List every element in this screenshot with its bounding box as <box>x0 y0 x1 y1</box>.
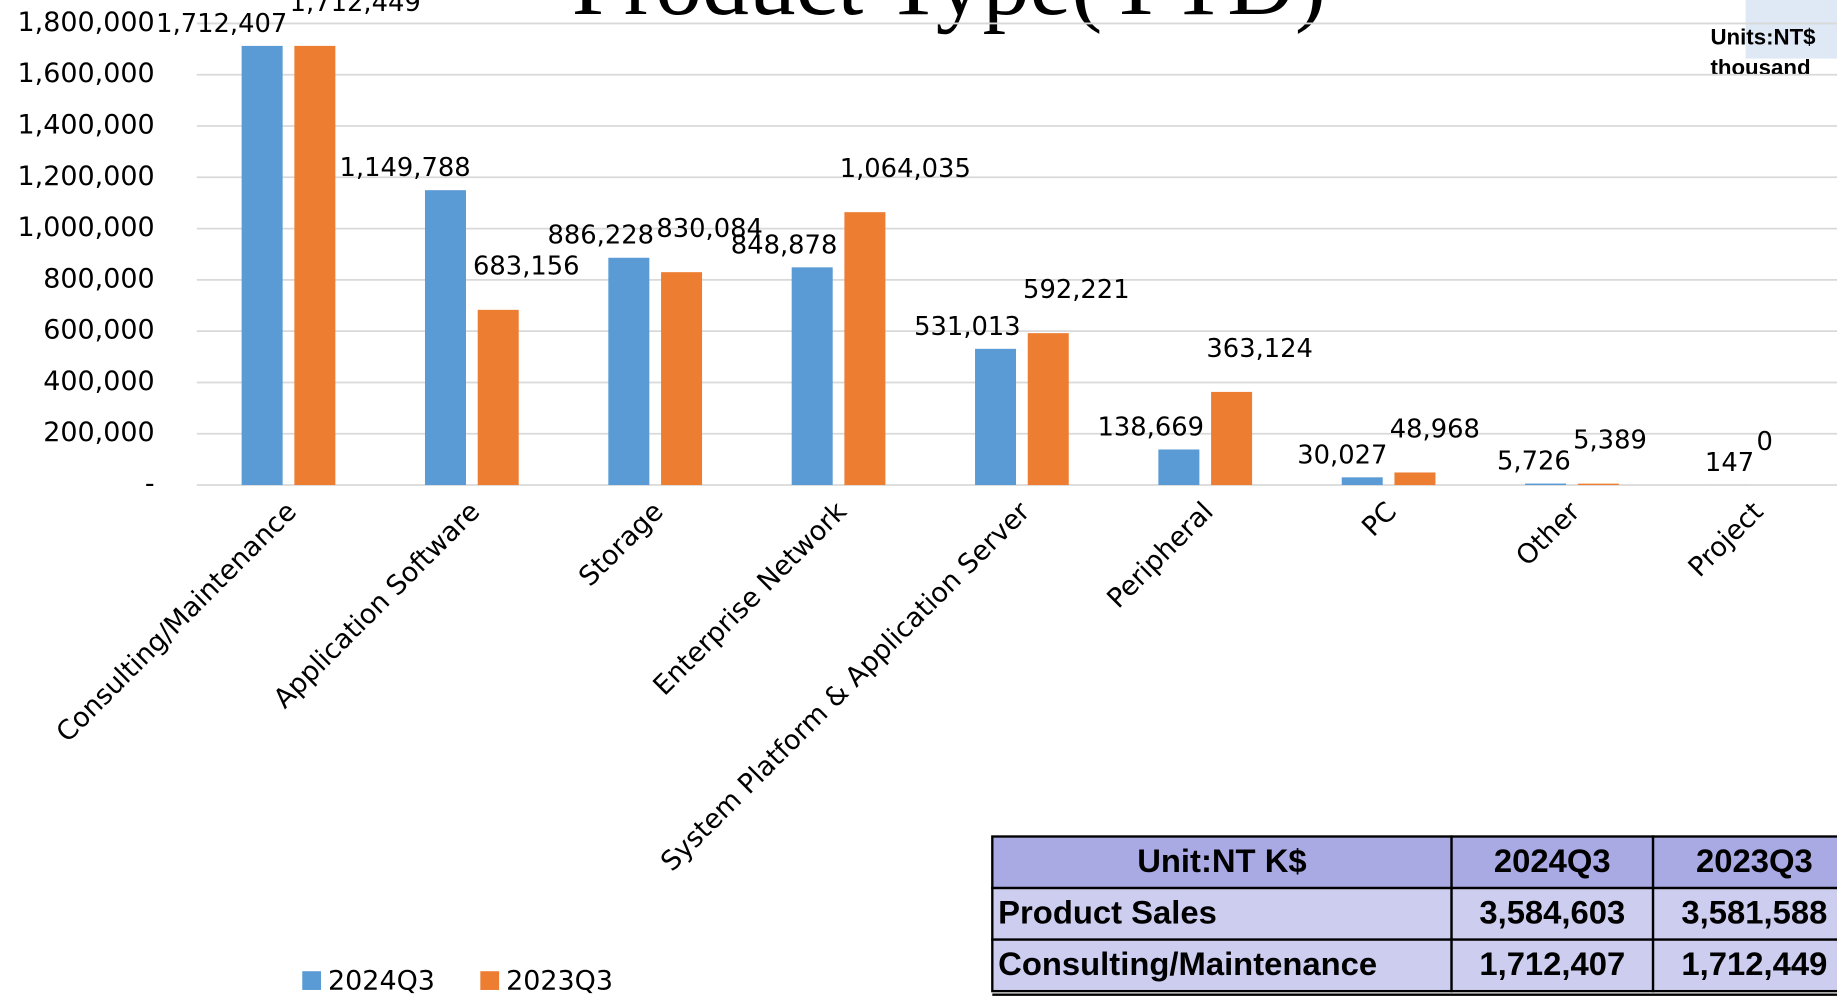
x-tick-label: Application Software <box>268 496 486 714</box>
x-tick-label: Peripheral <box>1101 496 1219 614</box>
bar <box>661 272 703 486</box>
table-text: 1,712,407 <box>1479 945 1625 982</box>
data-label: 363,124 <box>1206 334 1313 364</box>
data-label: 1,064,035 <box>840 154 971 184</box>
legend-swatch <box>302 971 322 990</box>
y-tick-label: 1,800,000 <box>18 7 155 38</box>
bar <box>608 257 650 486</box>
y-tick-label: - <box>145 469 155 500</box>
data-label: 592,221 <box>1023 275 1130 305</box>
data-label: 48,968 <box>1390 414 1480 444</box>
bar <box>1341 477 1383 486</box>
data-label: 30,027 <box>1297 440 1387 470</box>
x-tick-label: Other <box>1510 496 1587 573</box>
data-label: 531,013 <box>914 312 1021 342</box>
data-label: 0 <box>1756 427 1772 457</box>
decoration <box>1745 0 1837 59</box>
units-line: Units:NT$ <box>1710 25 1816 50</box>
y-tick-label: 600,000 <box>43 315 154 346</box>
data-label: 886,228 <box>547 221 654 251</box>
table-cell <box>1651 886 1837 941</box>
bar <box>791 267 833 486</box>
data-label: 1,712,449 <box>290 0 421 18</box>
bar <box>1211 391 1253 486</box>
y-tick-label: 400,000 <box>43 366 154 397</box>
table-text: 1,712,449 <box>1681 945 1827 982</box>
slide-title: Product Type(YTD) <box>572 0 1326 35</box>
x-tick-label: Project <box>1683 496 1770 583</box>
units-line: thousand <box>1710 55 1810 80</box>
table-cell <box>1651 938 1837 993</box>
legend-swatch <box>480 971 500 990</box>
table-text: 3,581,588 <box>1681 894 1827 931</box>
legend-label: 2023Q3 <box>506 965 613 996</box>
bar <box>294 45 336 486</box>
table-text: 2023Q3 <box>1696 842 1813 879</box>
table-text: Product Sales <box>998 894 1217 931</box>
bar <box>844 212 886 486</box>
y-tick-label: 1,000,000 <box>18 212 155 243</box>
bar <box>477 309 519 486</box>
table: Unit:NT K$ 2024Q3 2023Q3 Product Sales 3,584… <box>991 835 1837 996</box>
bar <box>1577 483 1619 486</box>
table-text: Consulting/Maintenance <box>998 945 1377 982</box>
data-label: 1,149,788 <box>340 153 471 183</box>
data-label: 5,389 <box>1573 425 1647 455</box>
data-label: 848,878 <box>731 230 838 260</box>
bar <box>424 190 466 486</box>
data-label: 1,712,407 <box>156 9 287 39</box>
x-tick-label: Storage <box>573 496 669 592</box>
table-cell <box>991 886 1453 941</box>
x-tick-label: Enterprise Network <box>647 496 853 702</box>
bar <box>1525 483 1567 486</box>
legend-label: 2024Q3 <box>328 965 435 996</box>
units-label: Units:NT$ thousand <box>1710 25 1816 80</box>
y-tick-label: 1,600,000 <box>18 58 155 89</box>
y-tick-label: 200,000 <box>43 417 154 448</box>
bar <box>241 45 283 486</box>
x-tick-label: System Platform & Application Server <box>655 496 1037 878</box>
x-tick-label: PC <box>1356 496 1403 543</box>
data-label: 147 <box>1705 448 1754 478</box>
bar <box>1027 333 1069 486</box>
bar <box>1394 472 1436 486</box>
table-text: 3,584,603 <box>1479 894 1625 931</box>
table-text: Unit:NT K$ <box>1137 842 1306 879</box>
y-tick-label: 800,000 <box>43 263 154 294</box>
data-label: 138,669 <box>1098 412 1205 442</box>
bar <box>1158 449 1200 486</box>
data-label: 5,726 <box>1497 447 1571 477</box>
data-label: 683,156 <box>473 252 580 282</box>
data-label: 830,084 <box>656 214 763 244</box>
bar <box>975 348 1017 486</box>
y-tick-label: 1,200,000 <box>18 161 155 192</box>
y-tick-label: 1,400,000 <box>18 110 155 141</box>
table-text: 2024Q3 <box>1494 842 1611 879</box>
x-tick-label: Consulting/Maintenance <box>51 496 303 748</box>
